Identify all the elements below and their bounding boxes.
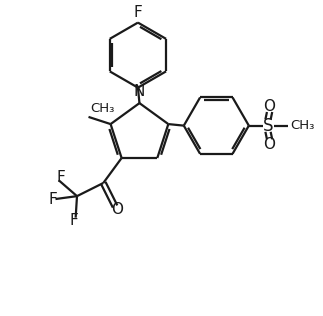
Text: CH₃: CH₃: [290, 119, 315, 132]
Text: F: F: [133, 4, 142, 20]
Text: O: O: [264, 137, 276, 152]
Text: CH₃: CH₃: [90, 102, 114, 115]
Text: F: F: [70, 213, 78, 228]
Text: F: F: [57, 170, 66, 185]
Text: S: S: [263, 117, 273, 135]
Text: O: O: [111, 202, 123, 217]
Text: F: F: [48, 191, 57, 207]
Text: O: O: [264, 99, 276, 114]
Text: N: N: [134, 84, 145, 100]
